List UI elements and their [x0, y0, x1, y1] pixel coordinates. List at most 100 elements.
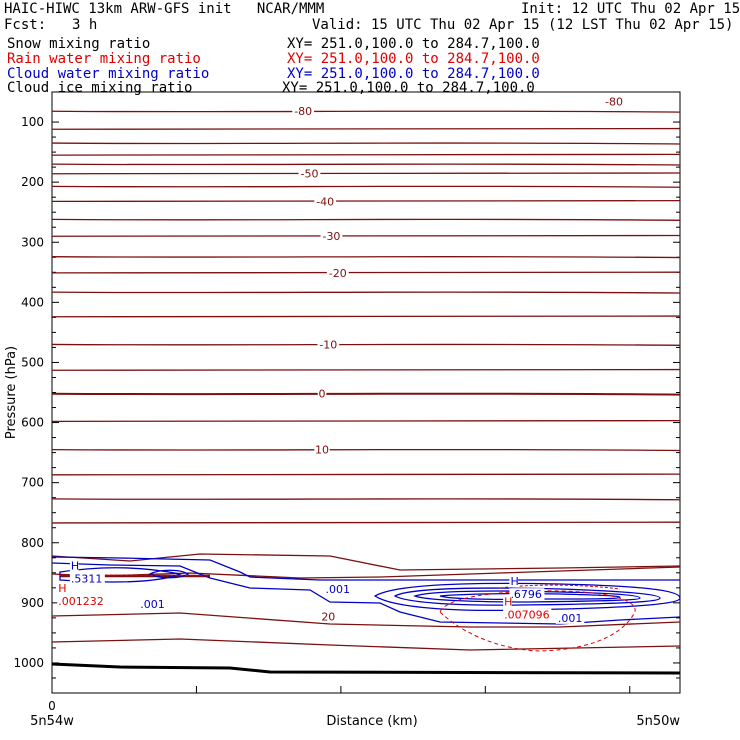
isotherm [51, 255, 681, 259]
cloud-water-label: .001 [140, 598, 165, 611]
isotherm [51, 448, 681, 452]
isotherm [51, 218, 681, 221]
rain-water-contour [59, 574, 211, 577]
isotherm-label-bg [317, 338, 340, 351]
max-value-0-bg [69, 572, 105, 585]
max-value-2: .6796 [510, 588, 542, 601]
cloud-water-label-bg [555, 611, 585, 624]
isotherm [51, 234, 681, 237]
field-cloudwater-name: Cloud water mixing ratio [7, 66, 210, 82]
x-left-location: 5n54w [30, 714, 74, 729]
isotherm-label-right: -80 [605, 96, 623, 109]
isotherm-label-bg [320, 230, 343, 243]
isotherm [51, 153, 681, 156]
y-tick-label: 500 [21, 355, 44, 369]
isotherm [51, 172, 681, 175]
isotherm-low [51, 638, 681, 651]
isotherm [51, 185, 681, 188]
max-symbol-2: H [510, 575, 518, 588]
max-symbol-3: H [504, 596, 512, 609]
max-value-1: .001232 [58, 595, 104, 608]
isotherm [51, 521, 681, 524]
max-value-3-bg [503, 608, 552, 621]
init-time: Init: 12 UTC Thu 02 Apr 15 [521, 1, 740, 17]
rain-water-contour [439, 590, 636, 652]
max-value-3: .007096 [504, 609, 550, 622]
max-value-2-bg [509, 588, 545, 601]
isotherm [51, 271, 681, 274]
cloud-water-label: .001 [325, 583, 350, 596]
max-symbol-1: H [58, 582, 66, 595]
x-axis-title: Distance (km) [326, 714, 417, 729]
isotherm-low [51, 553, 681, 571]
isotherm-label-bg [292, 105, 315, 118]
isotherm [51, 368, 681, 371]
field-rain-xy: XY= 251.0,100.0 to 284.7,100.0 [287, 51, 540, 67]
cloud-water-contour [51, 556, 680, 581]
max-symbol-1-bg [57, 581, 66, 594]
y-tick-label: 400 [21, 295, 44, 309]
max-symbol-0: H [71, 560, 79, 573]
y-tick-label: 1000 [13, 656, 44, 670]
y-tick-label: 600 [21, 416, 44, 430]
y-tick-label: 700 [21, 476, 44, 490]
field-rain-name: Rain water mixing ratio [7, 51, 201, 67]
isotherm-label: -40 [316, 195, 334, 208]
isotherm [51, 142, 681, 145]
cloud-water-contour [373, 582, 681, 612]
max-value-1-bg [57, 594, 106, 607]
isotherm-label-bg [326, 266, 349, 279]
cloud-water-contour [439, 592, 621, 601]
isotherm-label: 0 [319, 388, 326, 401]
isotherm-label-bg [314, 443, 330, 456]
cloud-water-label-bg [138, 598, 167, 611]
isotherm [51, 127, 681, 130]
field-snow-xy: XY= 251.0,100.0 to 284.7,100.0 [287, 36, 540, 52]
isotherm [51, 498, 681, 501]
cloud-water-contour [413, 590, 641, 603]
y-tick-label: 100 [21, 115, 44, 129]
x-right-location: 5n50w [636, 714, 680, 729]
cloud-water-label: .001 [558, 612, 583, 625]
y-tick-label: 900 [21, 596, 44, 610]
isotherm [51, 163, 681, 166]
isotherm [51, 291, 681, 294]
x-tick-zero-label: 0 [48, 699, 56, 713]
isotherm-label-right-bg [603, 95, 625, 108]
isotherm-label-bg [314, 195, 337, 208]
isotherm-low [51, 612, 681, 628]
model-title: HAIC-HIWC 13km ARW-GFS init NCAR/MMM [4, 1, 325, 17]
isotherm-label: -20 [329, 267, 347, 280]
cloud-water-contour [393, 587, 661, 606]
isotherm [51, 392, 681, 396]
y-tick-label: 300 [21, 235, 44, 249]
isotherm-label: 10 [315, 444, 329, 457]
isotherm [51, 419, 681, 423]
forecast-label: Fcst: [4, 17, 47, 33]
isotherm [51, 200, 681, 203]
y-tick-label: 800 [21, 536, 44, 550]
isotherm [51, 315, 681, 318]
y-axis-title: Pressure (hPa) [4, 346, 19, 439]
max-symbol-3-bg [503, 595, 512, 608]
isotherm-label-20: 20 [321, 611, 335, 624]
max-value-0: .5311 [71, 573, 103, 586]
isotherm-label-bg [317, 387, 327, 400]
max-symbol-2-bg [509, 575, 519, 588]
isotherm-label-bg [298, 167, 321, 180]
field-cloudwater-xy: XY= 251.0,100.0 to 284.7,100.0 [287, 66, 540, 82]
y-tick-label: 200 [21, 175, 44, 189]
isotherm [51, 473, 681, 476]
isotherm [51, 343, 681, 346]
max-symbol-0-bg [69, 559, 79, 572]
isotherm-label: -50 [300, 168, 318, 181]
isotherm-label: -80 [294, 105, 312, 118]
cloud-water-contour [51, 562, 681, 625]
cloud-water-contour [148, 569, 190, 579]
cloud-water-label-bg [323, 583, 352, 596]
forecast-value: 3 h [72, 17, 98, 33]
isotherm-label-20-bg [320, 610, 336, 623]
field-snow-name: Snow mixing ratio [7, 36, 151, 52]
isotherm-label: -30 [322, 230, 340, 243]
